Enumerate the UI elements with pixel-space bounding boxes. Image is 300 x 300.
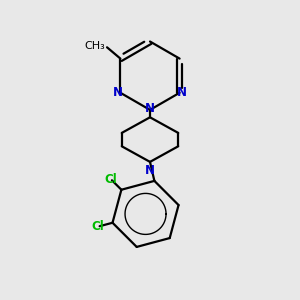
Text: CH₃: CH₃ bbox=[84, 41, 105, 51]
Text: N: N bbox=[177, 86, 187, 99]
Text: N: N bbox=[145, 164, 155, 177]
Text: Cl: Cl bbox=[92, 220, 104, 233]
Text: N: N bbox=[113, 86, 123, 99]
Text: N: N bbox=[145, 102, 155, 115]
Text: Cl: Cl bbox=[104, 173, 117, 186]
